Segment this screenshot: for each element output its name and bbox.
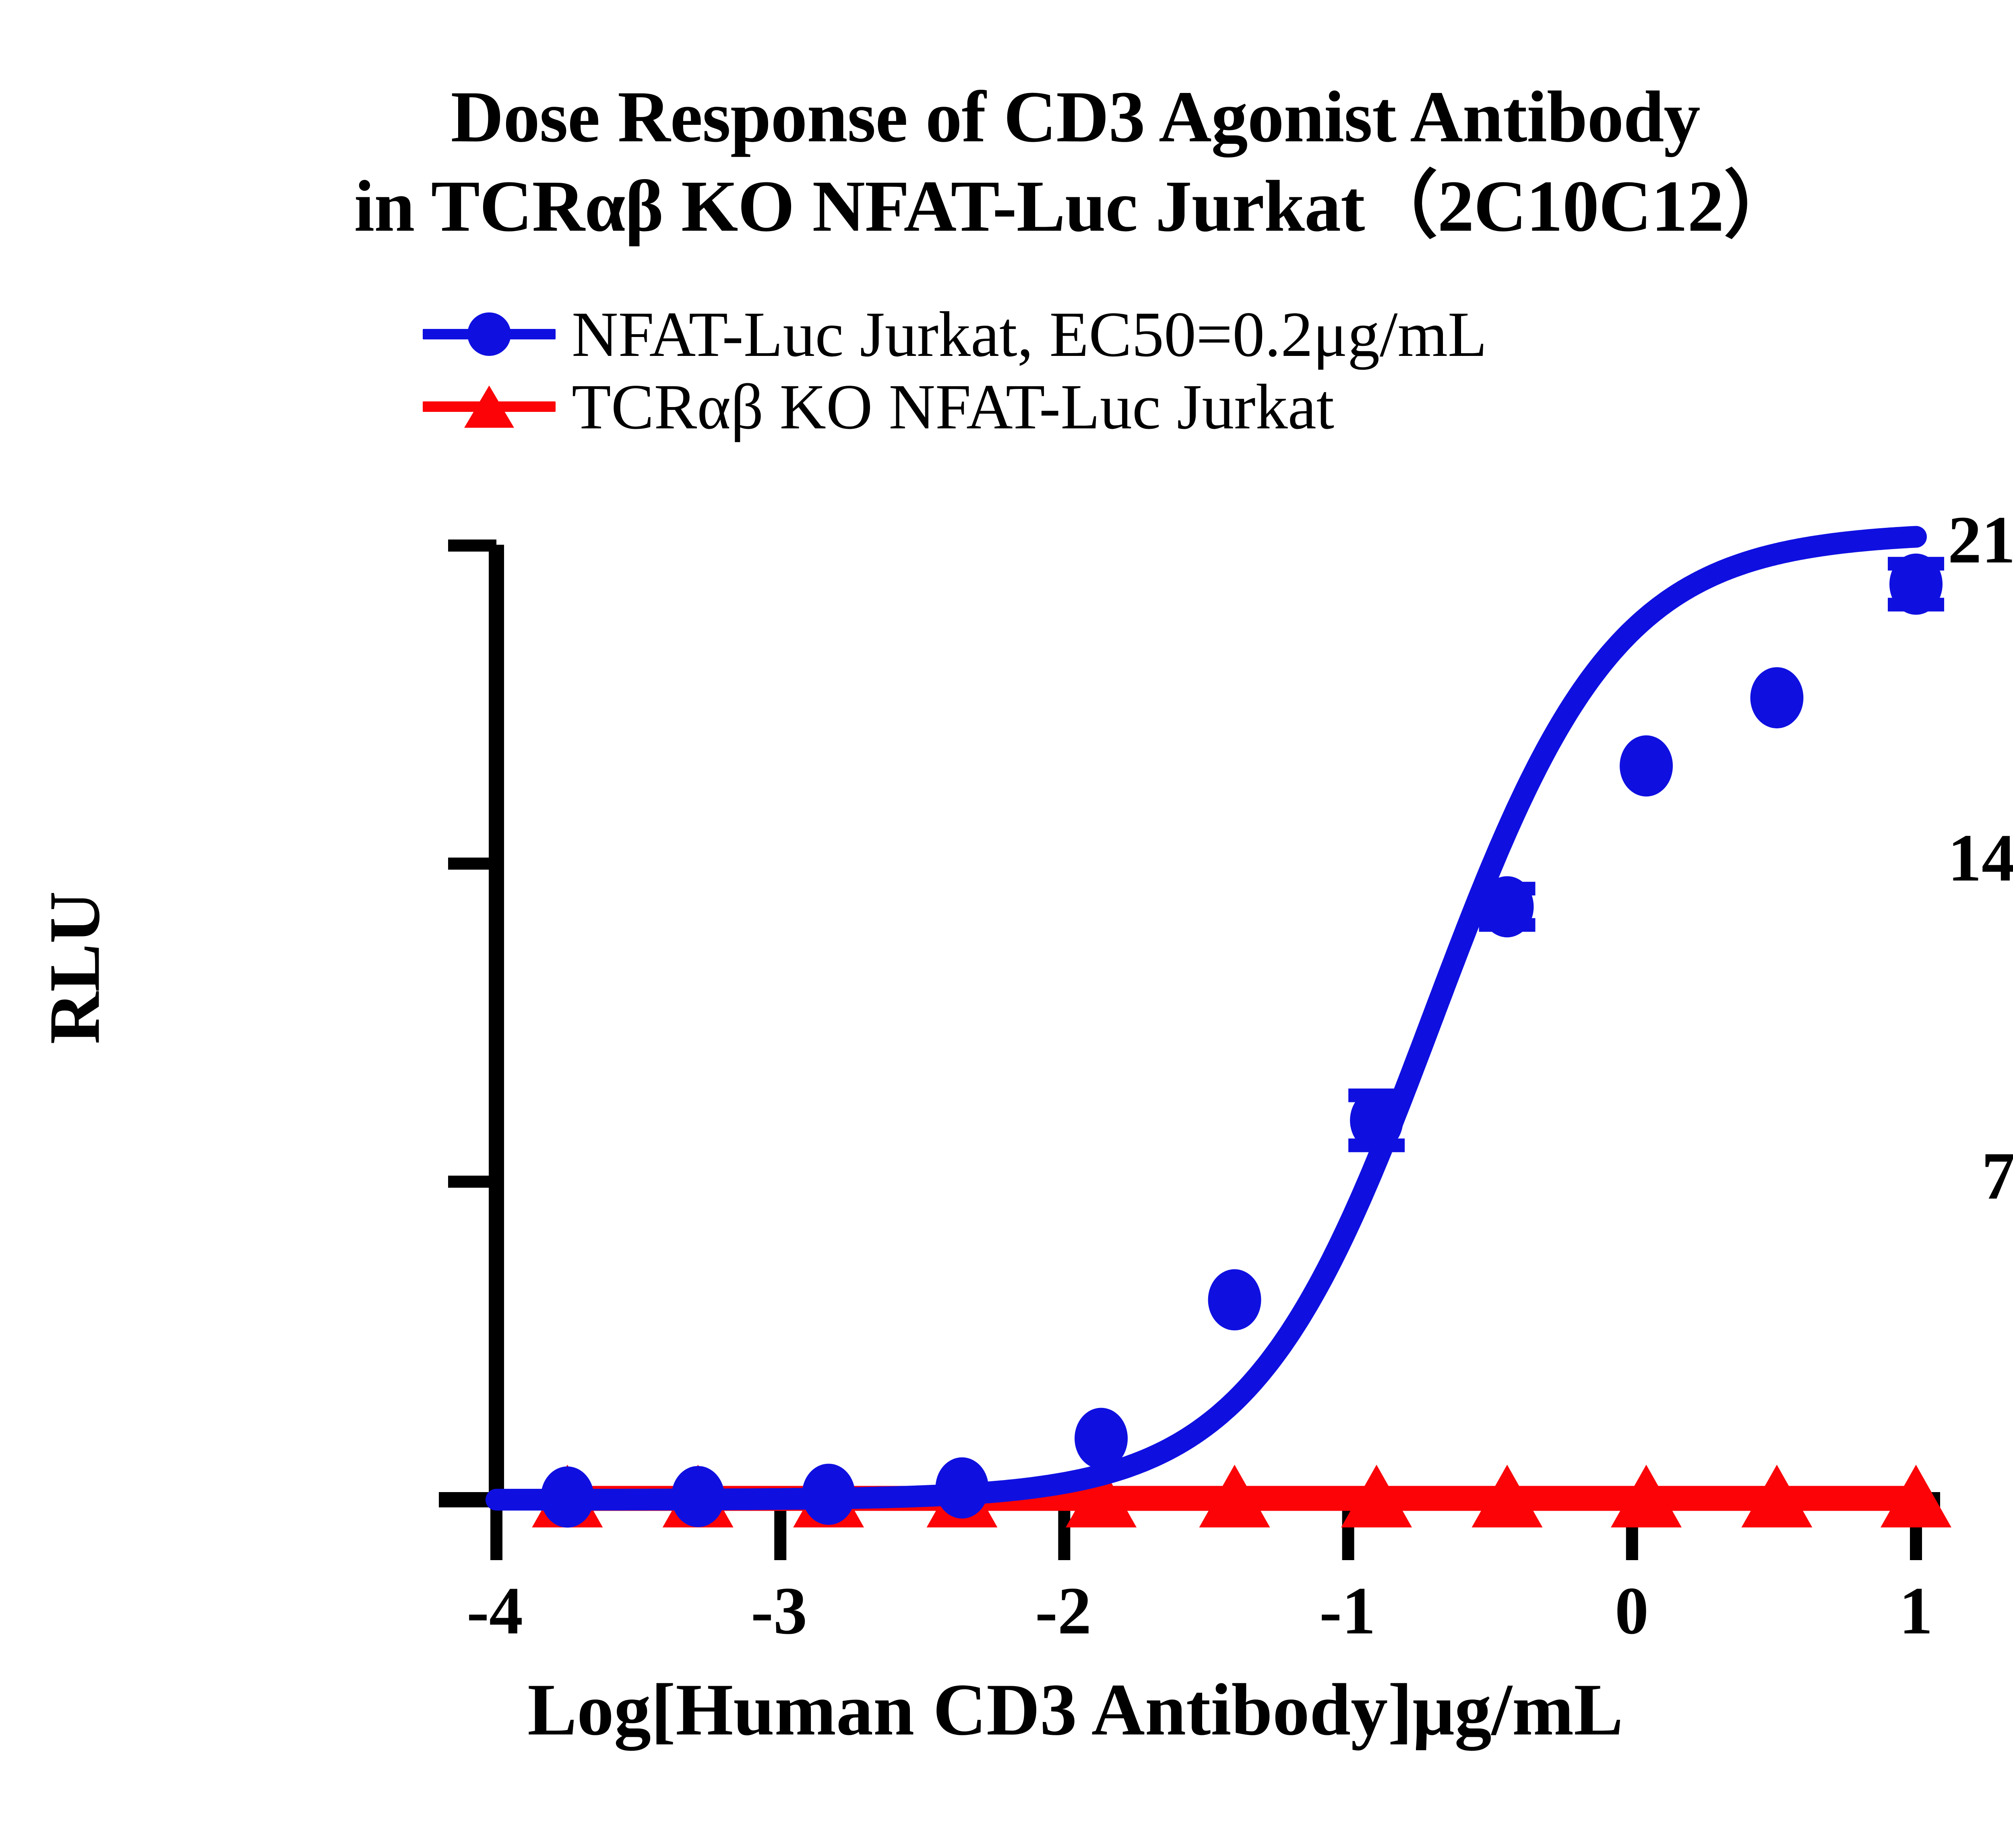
chart-title-line1: Dose Response of CD3 Agonist Antibody bbox=[451, 76, 1701, 157]
x-axis-title: Log[Human CD3 Antibody]μg/mL bbox=[527, 1668, 1623, 1751]
data-point-red-7 bbox=[1472, 1465, 1543, 1528]
x-tick-label-3: -1 bbox=[1319, 1573, 1376, 1648]
data-point-blue-6 bbox=[1350, 1089, 1403, 1151]
data-point-blue-8 bbox=[1620, 735, 1673, 797]
legend-key-triangle bbox=[423, 382, 556, 431]
data-point-red-6 bbox=[1341, 1465, 1412, 1528]
data-point-blue-1 bbox=[671, 1466, 725, 1528]
data-point-blue-7 bbox=[1480, 876, 1534, 938]
y-tick-label-2: 140000 bbox=[1948, 821, 2013, 895]
data-point-red-5 bbox=[1199, 1465, 1270, 1528]
x-tick-label-1: -3 bbox=[751, 1573, 807, 1648]
chart-title: Dose Response of CD3 Agonist Antibody in… bbox=[0, 72, 2013, 251]
legend-item-tcr-ko-nfat-luc-jurkat[interactable]: TCRαβ KO NFAT-Luc Jurkat bbox=[423, 370, 2013, 443]
data-point-blue-2 bbox=[802, 1464, 856, 1525]
legend-label-1: TCRαβ KO NFAT-Luc Jurkat bbox=[572, 370, 1335, 442]
data-point-blue-4 bbox=[1075, 1408, 1128, 1469]
chart-legend: NFAT-Luc Jurkat, EC50=0.2μg/mL TCRαβ KO … bbox=[423, 298, 2013, 443]
x-tick-label-4: 0 bbox=[1615, 1573, 1649, 1648]
legend-key-circle bbox=[423, 310, 556, 358]
legend-item-nfat-luc-jurkat[interactable]: NFAT-Luc Jurkat, EC50=0.2μg/mL bbox=[423, 298, 2013, 370]
data-point-red-9 bbox=[1741, 1465, 1813, 1528]
data-point-red-4 bbox=[1066, 1465, 1137, 1528]
circle-marker-icon bbox=[467, 312, 511, 356]
data-point-blue-3 bbox=[935, 1457, 989, 1519]
data-point-red-8 bbox=[1611, 1465, 1682, 1528]
x-tick-label-0: -4 bbox=[467, 1573, 523, 1648]
data-point-blue-0 bbox=[541, 1466, 594, 1528]
triangle-marker-icon bbox=[464, 385, 514, 428]
data-point-blue-5 bbox=[1208, 1269, 1261, 1331]
data-point-blue-10 bbox=[1889, 553, 1943, 615]
legend-label-0: NFAT-Luc Jurkat, EC50=0.2μg/mL bbox=[572, 298, 1487, 370]
x-tick-label-2: -2 bbox=[1035, 1573, 1091, 1648]
series-curve-blue bbox=[486, 526, 1927, 1511]
y-tick-label-1: 70000 bbox=[1982, 1139, 2013, 1213]
x-tick-label-5: 1 bbox=[1899, 1573, 1933, 1648]
data-point-red-10 bbox=[1881, 1465, 1951, 1528]
chart-title-line2: in TCRαβ KO NFAT-Luc Jurkat（2C10C12） bbox=[354, 166, 1797, 247]
data-point-blue-9 bbox=[1750, 667, 1804, 729]
y-tick-label-3: 210000 bbox=[1948, 502, 2013, 577]
